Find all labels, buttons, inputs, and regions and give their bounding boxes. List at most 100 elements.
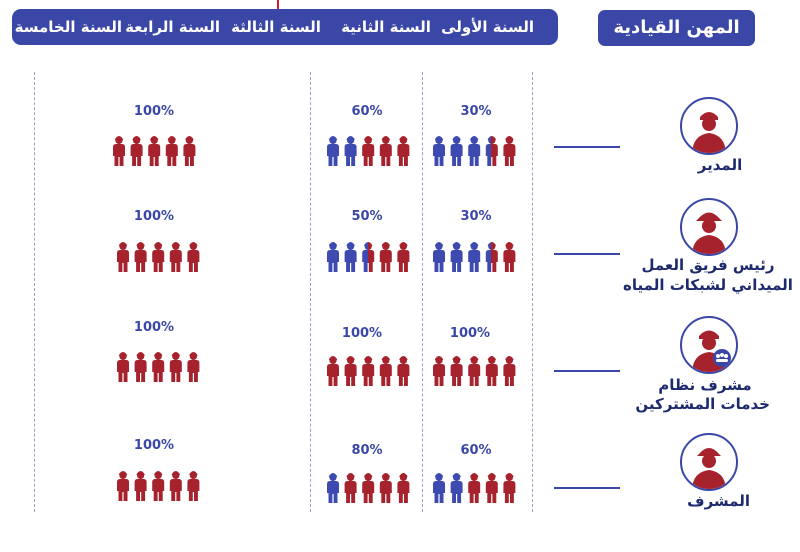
person-icon [148, 136, 161, 166]
person-icon [362, 136, 375, 166]
person-icon [117, 471, 129, 501]
person-icon [450, 473, 463, 503]
person-icon [113, 136, 125, 166]
person-icon [344, 356, 357, 386]
person-icon [327, 242, 339, 272]
people-group [326, 467, 416, 505]
person-icon [362, 473, 375, 503]
value-label: 100% [449, 326, 491, 341]
person-icon [468, 136, 481, 166]
row-connector [554, 370, 620, 372]
role-label-manager: المدير [697, 156, 743, 174]
person-icon [134, 471, 147, 501]
person-icon [485, 356, 498, 386]
person-icon [433, 356, 445, 386]
person-icon [327, 356, 339, 386]
field-team-leader-icon [680, 198, 738, 256]
value-label: 100% [341, 326, 383, 341]
value-label: 100% [133, 438, 175, 453]
value-label: 30% [460, 209, 492, 224]
person-icon [117, 242, 129, 272]
person-icon [503, 242, 516, 272]
row-connector [554, 487, 620, 489]
person-icon [468, 242, 481, 272]
role-label-subscriber-supervisor-line1: مشرف نظام [658, 376, 752, 394]
person-icon [165, 136, 178, 166]
column-divider [422, 72, 423, 512]
value-label: 100% [133, 320, 175, 335]
person-icon [379, 473, 392, 503]
person-icon [397, 356, 410, 386]
supervisor-icon [680, 433, 738, 491]
person-icon [397, 473, 410, 503]
person-icon [379, 356, 392, 386]
person-icon [169, 471, 182, 501]
role-label-supervisor: المشرف [687, 492, 750, 510]
year-header-bar [12, 9, 558, 45]
person-icon [187, 352, 200, 382]
people-group [116, 346, 206, 384]
people-group [326, 236, 416, 274]
person-icon [327, 136, 339, 166]
value-label: 60% [351, 104, 383, 119]
person-icon [397, 136, 410, 166]
person-icon [187, 471, 200, 501]
value-label: 100% [133, 209, 175, 224]
person-icon [450, 136, 463, 166]
year-4-label: السنة الرابعة [125, 18, 220, 36]
person-icon [379, 242, 392, 272]
value-label: 60% [460, 443, 492, 458]
person-icon [468, 356, 481, 386]
person-icon [152, 471, 165, 501]
person-icon [344, 136, 357, 166]
value-label: 80% [351, 443, 383, 458]
person-icon [344, 242, 357, 272]
person-icon [433, 242, 445, 272]
column-divider [532, 72, 533, 512]
person-icon [433, 473, 445, 503]
person-icon [152, 352, 165, 382]
row-connector [554, 253, 620, 255]
person-icon [450, 242, 463, 272]
column-divider [310, 72, 311, 512]
row-connector [554, 146, 620, 148]
manager-icon [680, 97, 738, 155]
person-icon [503, 136, 516, 166]
person-icon [187, 242, 200, 272]
subscriber-services-supervisor-icon [680, 316, 738, 374]
person-icon [379, 136, 392, 166]
person-icon [485, 473, 498, 503]
people-group [116, 465, 206, 503]
person-icon [169, 242, 182, 272]
person-icon [362, 356, 375, 386]
value-label: 100% [133, 104, 175, 119]
year-5-label: السنة الخامسة [14, 18, 122, 36]
people-group [326, 350, 416, 388]
person-icon [397, 242, 410, 272]
person-icon [344, 473, 357, 503]
people-group [432, 130, 522, 168]
person-icon [362, 242, 375, 272]
section-title: المهن القيادية [598, 10, 755, 46]
year-3-label: السنة الثالثة [231, 18, 321, 36]
person-icon [433, 136, 445, 166]
person-icon [468, 473, 481, 503]
person-icon [503, 356, 516, 386]
person-icon [327, 473, 339, 503]
people-group [116, 236, 206, 274]
role-label-field-team-leader-line1: رئيس فريق العمل [641, 256, 775, 274]
person-icon [117, 352, 129, 382]
people-group [432, 350, 522, 388]
people-group [326, 130, 416, 168]
person-icon [450, 356, 463, 386]
column-divider [34, 72, 35, 512]
people-group [112, 130, 202, 168]
header-tick [277, 0, 279, 9]
person-icon [134, 352, 147, 382]
person-icon [485, 242, 498, 272]
person-icon [485, 136, 498, 166]
role-label-field-team-leader-line2: الميداني لشبكات المياه [623, 276, 793, 294]
person-icon [152, 242, 165, 272]
person-icon [183, 136, 196, 166]
value-label: 30% [460, 104, 492, 119]
